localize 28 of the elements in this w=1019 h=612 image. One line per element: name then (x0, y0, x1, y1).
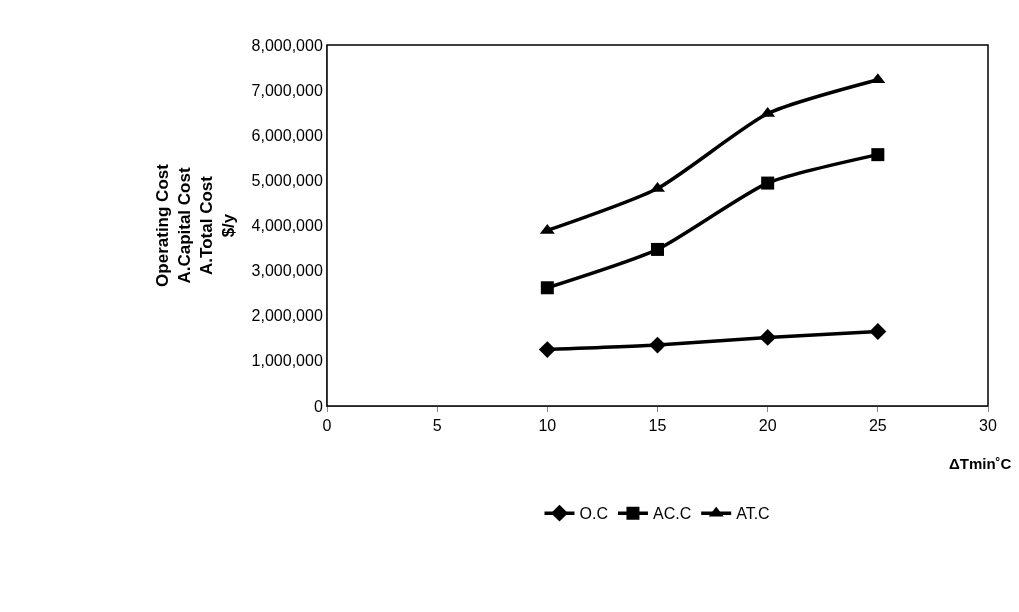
y-tick-label: 0 (313, 397, 323, 415)
y-tick-label: 1,000,000 (251, 352, 323, 370)
point (869, 323, 887, 340)
point (649, 336, 666, 354)
x-tick-label: 25 (868, 417, 887, 435)
x-tick-label: 20 (758, 417, 777, 435)
legend-label: AC.C (652, 505, 692, 523)
point (538, 341, 556, 359)
y-tick-label: 7,000,000 (251, 81, 323, 99)
point (540, 281, 554, 295)
y-tick-label: 4,000,000 (251, 217, 323, 235)
x-tick-label: 15 (648, 417, 667, 435)
y-axis-title: Operating Cost A.Capital Cost A.Total Cost $/y (152, 163, 239, 287)
y-tick-label: 6,000,000 (251, 126, 323, 144)
y-tick-label: 8,000,000 (251, 36, 323, 54)
x-tick-label: 30 (979, 417, 997, 435)
point (759, 328, 777, 346)
x-tick-label: 10 (538, 417, 557, 435)
x-axis-title: ΔTmin˚C (949, 455, 1012, 472)
y-tick-label: 2,000,000 (251, 307, 323, 325)
point (761, 176, 775, 190)
point (871, 148, 885, 162)
point (651, 242, 664, 256)
legend-label: O.C (579, 505, 608, 523)
legend-label: AT.C (736, 505, 770, 523)
y-tick-label: 3,000,000 (251, 262, 323, 280)
y-tick-label: 5,000,000 (251, 171, 323, 189)
x-tick-label: 5 (432, 417, 442, 435)
